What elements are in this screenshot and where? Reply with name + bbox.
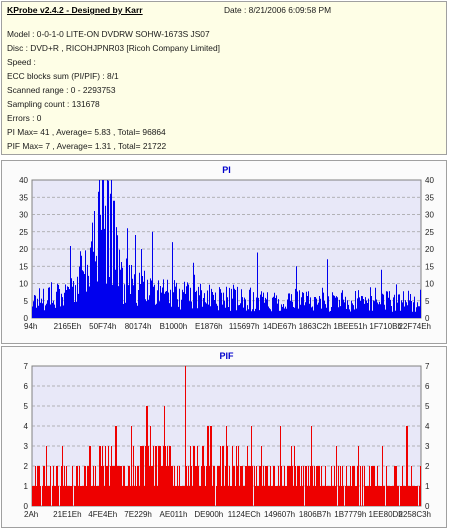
x-tick-label: 1863C2h xyxy=(299,322,331,331)
y-tick-label-right: 1 xyxy=(425,482,430,491)
y-tick-label: 5 xyxy=(24,402,29,411)
y-tick-label: 4 xyxy=(24,422,29,431)
x-tick-label: 1EE80Dh xyxy=(369,510,403,519)
y-tick-label: 35 xyxy=(19,193,28,202)
y-tick-label-right: 0 xyxy=(425,314,430,323)
x-tick-label: 50F74h xyxy=(89,322,116,331)
x-tick-label: 94h xyxy=(24,322,37,331)
x-tick-label: DE900h xyxy=(194,510,223,519)
y-tick-label-right: 10 xyxy=(425,280,434,289)
scan-date: Date : 8/21/2006 6:09:58 PM xyxy=(224,5,332,15)
x-tick-label: E1876h xyxy=(195,322,223,331)
pi-chart: PI 0 0 5 5 10 10 15 15 20 20 25 25 30 30 35 35 40 40 94h 216… xyxy=(19,165,434,331)
x-tick-label: 1BEE51h xyxy=(333,322,367,331)
x-tick-label: 1F710Bh xyxy=(369,322,401,331)
y-tick-label: 7 xyxy=(24,362,29,371)
ecc-blocks-line: ECC blocks sum (PI/PIF) : 8/1 xyxy=(7,71,119,81)
y-tick-label-right: 2 xyxy=(425,462,430,471)
y-tick-label-right: 5 xyxy=(425,402,430,411)
y-tick-label-right: 30 xyxy=(425,211,434,220)
y-tick-label: 0 xyxy=(24,314,29,323)
pi-summary-line: PI Max= 41 , Average= 5.83 , Total= 9686… xyxy=(7,127,166,137)
series-bars xyxy=(32,180,421,318)
y-tick-label: 3 xyxy=(24,442,29,451)
y-tick-label: 40 xyxy=(19,176,28,185)
y-tick-label-right: 4 xyxy=(425,422,430,431)
series-bars xyxy=(32,366,421,506)
errors-line: Errors : 0 xyxy=(7,113,42,123)
model-line: Model : 0-0-1-0 LITE-ON DVDRW SOHW-1673S… xyxy=(7,29,210,39)
y-tick-label-right: 6 xyxy=(425,382,430,391)
x-tick-label: 22F74Eh xyxy=(399,322,431,331)
y-tick-label: 10 xyxy=(19,280,28,289)
app-title: KProbe v2.4.2 - Designed by Karr xyxy=(7,5,143,15)
y-tick-label: 20 xyxy=(19,245,28,254)
x-tick-label: B1000h xyxy=(160,322,188,331)
y-tick-label: 5 xyxy=(24,297,29,306)
y-tick-label: 30 xyxy=(19,211,28,220)
pif-chart: PIF 0 0 1 1 2 2 3 3 4 4 5 5 6 6 7 7 2Ah 21E1Eh 4FE4Eh 7E229h… xyxy=(24,351,431,519)
x-tick-label: 149607h xyxy=(264,510,295,519)
chart-title: PIF xyxy=(219,351,234,361)
x-tick-label: 4FE4Eh xyxy=(88,510,117,519)
scanned-range-line: Scanned range : 0 - 2293753 xyxy=(7,85,116,95)
y-tick-label: 25 xyxy=(19,228,28,237)
y-tick-label: 0 xyxy=(24,502,29,511)
x-tick-label: 1124ECh xyxy=(228,510,261,519)
speed-line: Speed : xyxy=(7,57,36,67)
y-tick-label: 6 xyxy=(24,382,29,391)
disc-line: Disc : DVD+R , RICOHJPNR03 [Ricoh Compan… xyxy=(7,43,220,53)
sampling-count-line: Sampling count : 131678 xyxy=(7,99,100,109)
x-tick-label: 21E1Eh xyxy=(53,510,81,519)
y-tick-label: 2 xyxy=(24,462,29,471)
y-tick-label: 1 xyxy=(24,482,29,491)
pif-summary-line: PIF Max= 7 , Average= 1.31 , Total= 2172… xyxy=(7,141,167,151)
y-tick-label-right: 35 xyxy=(425,193,434,202)
y-tick-label-right: 15 xyxy=(425,262,434,271)
x-tick-label: 14DE67h xyxy=(263,322,296,331)
y-tick-label-right: 0 xyxy=(425,502,430,511)
y-tick-label-right: 25 xyxy=(425,228,434,237)
y-tick-label-right: 3 xyxy=(425,442,430,451)
x-tick-label: 1B7779h xyxy=(334,510,366,519)
x-tick-label: 1806B7h xyxy=(299,510,331,519)
x-tick-label: 2258C3h xyxy=(399,510,431,519)
y-tick-label: 15 xyxy=(19,262,28,271)
x-tick-label: 2165Eh xyxy=(54,322,82,331)
x-tick-label: 80174h xyxy=(125,322,152,331)
y-tick-label-right: 20 xyxy=(425,245,434,254)
x-tick-label: 115697h xyxy=(229,322,260,331)
x-tick-label: 7E229h xyxy=(124,510,152,519)
y-tick-label-right: 7 xyxy=(425,362,430,371)
chart-title: PI xyxy=(222,165,231,175)
y-tick-label-right: 40 xyxy=(425,176,434,185)
pi-chart-panel: PI 0 0 5 5 10 10 15 15 20 20 25 25 30 30 35 35 40 40 94h 216… xyxy=(1,160,447,344)
x-tick-label: 2Ah xyxy=(24,510,38,519)
info-panel: KProbe v2.4.2 - Designed by Karr Date : … xyxy=(1,1,447,155)
pif-chart-panel: PIF 0 0 1 1 2 2 3 3 4 4 5 5 6 6 7 7 2Ah 21E1Eh 4FE4Eh 7E229h… xyxy=(1,346,447,528)
y-tick-label-right: 5 xyxy=(425,297,430,306)
x-tick-label: AE011h xyxy=(160,510,188,519)
